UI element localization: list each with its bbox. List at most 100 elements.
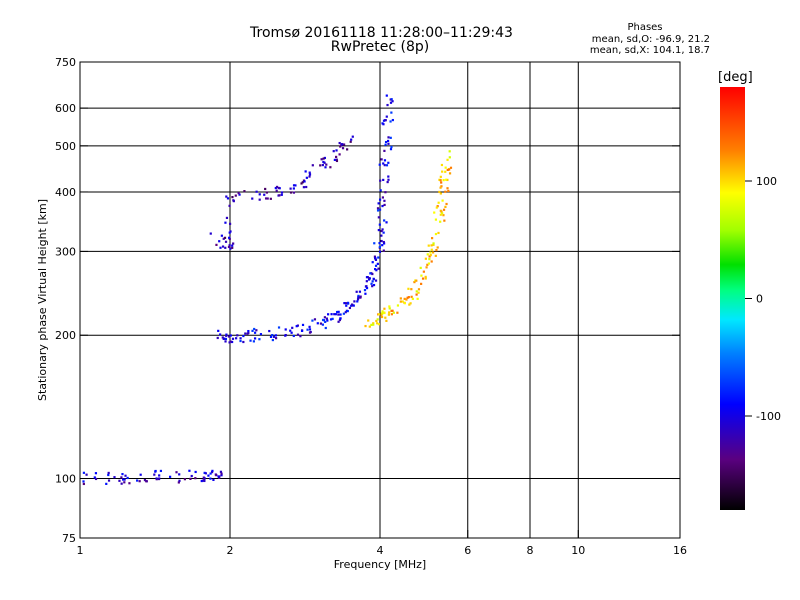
- data-point: [335, 158, 338, 161]
- data-point: [388, 307, 391, 310]
- data-point: [448, 156, 451, 159]
- data-point: [369, 272, 372, 275]
- data-point: [386, 103, 389, 107]
- y-axis-label: Stationary phase Virtual Height [km]: [36, 199, 49, 401]
- data-point: [274, 186, 277, 190]
- data-point: [382, 178, 385, 182]
- data-point: [203, 471, 206, 474]
- data-point: [434, 218, 438, 221]
- data-point: [94, 472, 98, 475]
- data-point: [374, 258, 378, 261]
- data-point: [280, 193, 283, 196]
- data-point: [385, 164, 389, 167]
- data-point: [439, 192, 442, 195]
- data-point: [432, 242, 435, 245]
- data-point: [410, 288, 413, 291]
- data-point: [383, 311, 386, 315]
- data-point: [334, 155, 338, 159]
- data-point: [440, 163, 444, 167]
- data-point: [381, 244, 384, 247]
- data-point: [274, 334, 277, 337]
- data-point: [378, 223, 381, 226]
- data-point: [378, 245, 381, 249]
- data-point: [425, 266, 428, 269]
- data-point: [225, 334, 228, 337]
- data-point: [219, 470, 223, 473]
- data-point: [396, 311, 399, 314]
- data-point: [255, 190, 258, 193]
- data-point: [329, 166, 332, 169]
- data-point: [280, 191, 284, 194]
- data-point: [350, 304, 353, 307]
- data-point: [372, 322, 375, 325]
- data-point: [439, 209, 442, 212]
- data-point: [121, 472, 124, 476]
- data-point: [448, 150, 451, 153]
- data-point: [390, 98, 393, 101]
- data-point: [437, 201, 440, 204]
- data-point: [387, 136, 390, 139]
- data-point: [243, 190, 246, 193]
- data-point: [247, 329, 250, 333]
- y-axis-ticks: 75 100 200 300 400 500 600 750: [55, 56, 680, 545]
- data-point: [338, 318, 342, 322]
- data-point: [383, 149, 386, 152]
- data-point: [429, 254, 432, 257]
- data-point: [292, 334, 295, 338]
- data-point: [225, 216, 229, 220]
- data-point: [251, 329, 254, 332]
- data-point: [401, 300, 404, 303]
- data-point: [227, 245, 231, 249]
- data-point: [392, 311, 395, 314]
- data-point: [332, 150, 335, 153]
- data-point: [202, 476, 205, 479]
- data-point: [169, 475, 172, 478]
- data-point: [346, 301, 350, 304]
- data-point: [263, 193, 266, 196]
- data-point: [345, 304, 348, 307]
- data-point: [383, 219, 386, 222]
- data-point: [266, 197, 269, 200]
- data-point: [449, 166, 453, 169]
- data-point: [442, 208, 446, 211]
- colorbar-tick-label: -100: [756, 410, 781, 423]
- data-point: [249, 339, 252, 342]
- data-point: [439, 186, 442, 189]
- data-point: [376, 318, 379, 321]
- data-point: [370, 323, 373, 326]
- data-point: [227, 335, 231, 338]
- data-point: [415, 290, 418, 293]
- data-point: [356, 300, 359, 303]
- x-axis-ticks: 1 2 4 6 8 10 16: [77, 530, 687, 557]
- data-point: [430, 260, 433, 263]
- data-point: [390, 313, 393, 316]
- data-point: [376, 207, 380, 210]
- data-point: [253, 327, 256, 331]
- data-point: [346, 148, 349, 151]
- data-point: [433, 211, 436, 214]
- data-point: [331, 317, 334, 320]
- data-point: [123, 481, 126, 484]
- data-point: [302, 186, 305, 189]
- data-point: [446, 178, 449, 182]
- data-point: [128, 482, 131, 485]
- data-point: [289, 329, 292, 332]
- phase-x-stats: mean, sd,X: 104.1, 18.7: [589, 45, 710, 56]
- data-point: [232, 199, 235, 202]
- data-point: [346, 309, 349, 313]
- data-point: [410, 295, 413, 298]
- data-point: [389, 136, 392, 139]
- data-point: [388, 311, 391, 314]
- data-point: [387, 175, 390, 178]
- data-point: [204, 472, 207, 475]
- data-point: [440, 185, 443, 188]
- data-point: [377, 216, 380, 219]
- data-point: [308, 331, 312, 334]
- data-point: [190, 474, 193, 478]
- data-point: [371, 280, 374, 283]
- data-point: [215, 243, 218, 246]
- data-point: [424, 277, 427, 280]
- data-point: [374, 279, 378, 282]
- data-point: [405, 298, 408, 301]
- data-point: [268, 329, 271, 333]
